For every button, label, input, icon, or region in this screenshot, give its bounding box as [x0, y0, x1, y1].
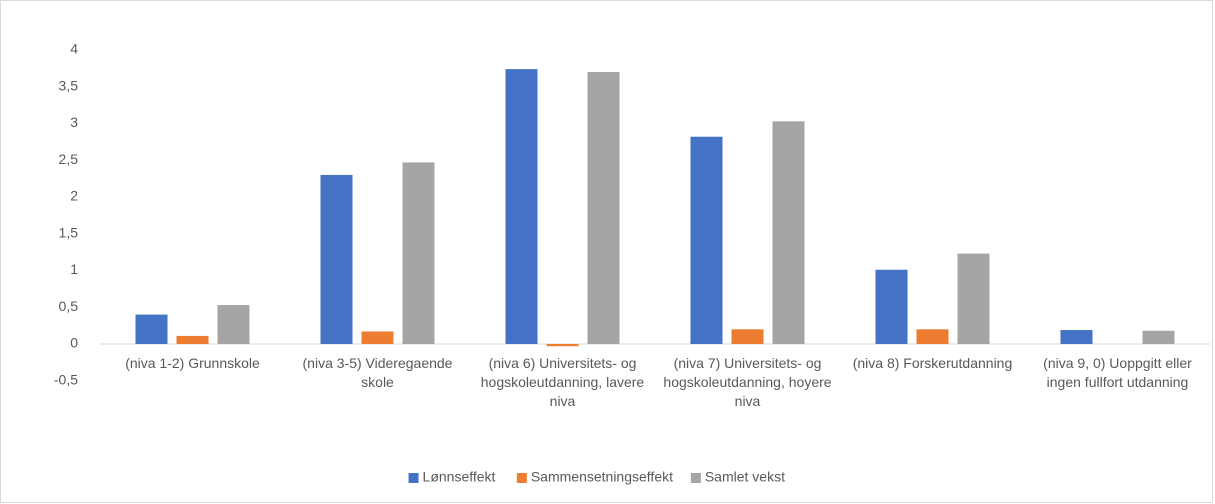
bar [1060, 330, 1093, 344]
bar [690, 136, 723, 344]
legend-label: Sammensetningseffekt [531, 469, 673, 485]
y-tick-label: 3 [70, 114, 78, 130]
legend-swatch [690, 473, 701, 483]
legend-swatch [516, 473, 527, 483]
bar [875, 269, 908, 344]
x-tick-label: (niva 6) Universitets- og hogskoleutdann… [480, 355, 645, 409]
y-tick-label: 1,5 [59, 224, 79, 240]
y-tick-label: 0,5 [59, 298, 79, 314]
bar [361, 331, 394, 344]
bar [587, 72, 620, 345]
legend-swatch [408, 473, 419, 483]
bar [916, 329, 949, 344]
legend-label: Samlet vekst [705, 469, 785, 485]
bar [1142, 330, 1175, 344]
y-tick-label: 3,5 [59, 77, 79, 93]
bar [546, 344, 579, 347]
y-tick-label: -0,5 [54, 371, 78, 387]
x-tick-label: (niva 1-2) Grunnskole [125, 355, 260, 371]
x-tick-label: (niva 3-5) Videregaende skole [302, 355, 453, 390]
bar [402, 162, 435, 344]
x-tick-label: (niva 8) Forskerutdanning [852, 355, 1013, 371]
bar [320, 174, 353, 344]
x-tick-label: (niva 9, 0) Uoppgitt eller ingen fullfor… [1043, 355, 1192, 390]
x-tick-label: (niva 7) Universitets- og hogskoleutdann… [663, 355, 832, 409]
y-tick-label: 0 [70, 335, 78, 351]
y-tick-label: 2,5 [59, 151, 79, 167]
bar [505, 69, 538, 345]
y-tick-label: 2 [70, 188, 78, 204]
bar [772, 121, 805, 344]
bar [217, 305, 250, 344]
legend-label: Lønnseffekt [423, 469, 496, 485]
y-tick-label: 1 [70, 261, 78, 277]
bar [957, 253, 990, 344]
y-tick-label: 4 [70, 41, 78, 57]
bar [135, 314, 168, 344]
bar [731, 329, 764, 344]
bar [176, 335, 209, 344]
